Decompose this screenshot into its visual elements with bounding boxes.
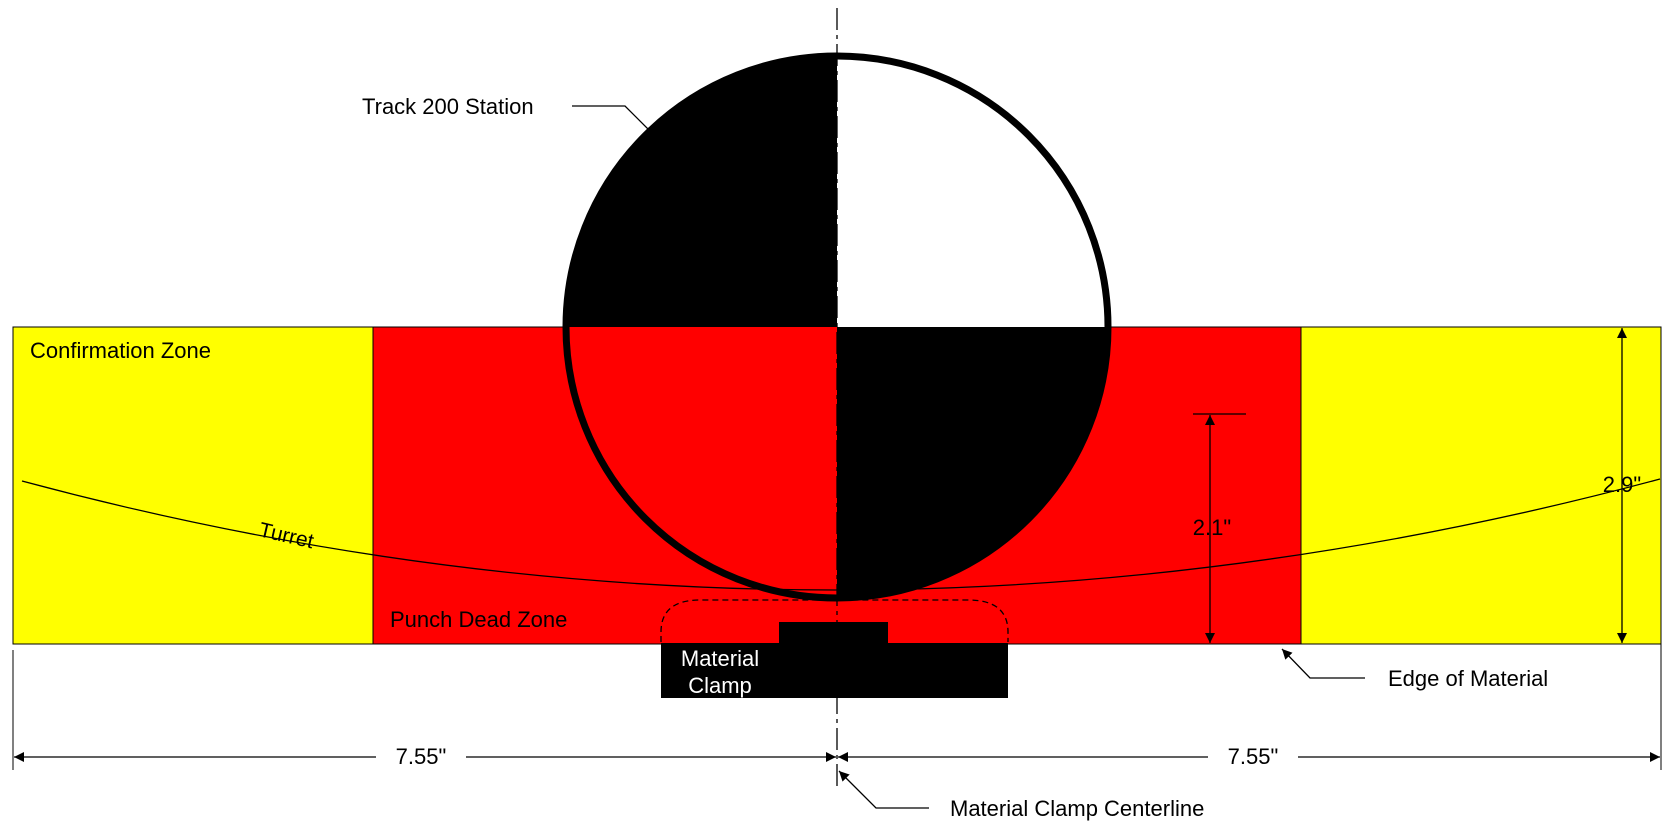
right-width-dimension: 7.55" [1228, 744, 1279, 769]
edge-of-material-label: Edge of Material [1388, 666, 1548, 691]
leader-edge-of-material [1281, 648, 1365, 679]
confirmation-zone-left [12, 326, 374, 645]
turret-arc [21, 478, 1661, 591]
clamp-dashed-outline [660, 599, 1009, 642]
left-width-dimension: 7.55" [396, 744, 447, 769]
confirmation-zone-label: Confirmation Zone [30, 338, 211, 363]
clamp-centerline-label: Material Clamp Centerline [950, 796, 1204, 821]
track-200-station [562, 52, 1112, 602]
station-label: Track 200 Station [362, 94, 534, 119]
clamp-label-line2: Clamp [688, 673, 752, 698]
total-height-dimension: 2.9" [1603, 472, 1641, 497]
material-clamp [661, 622, 1008, 698]
clamp-label-line1: Material [681, 646, 759, 671]
leader-station [572, 105, 649, 130]
leader-clamp-centerline [838, 770, 929, 809]
dead-zone-height-dimension: 2.1" [1193, 515, 1231, 540]
punch-dead-zone-label: Punch Dead Zone [390, 607, 567, 632]
confirmation-zone-right [1300, 326, 1662, 645]
